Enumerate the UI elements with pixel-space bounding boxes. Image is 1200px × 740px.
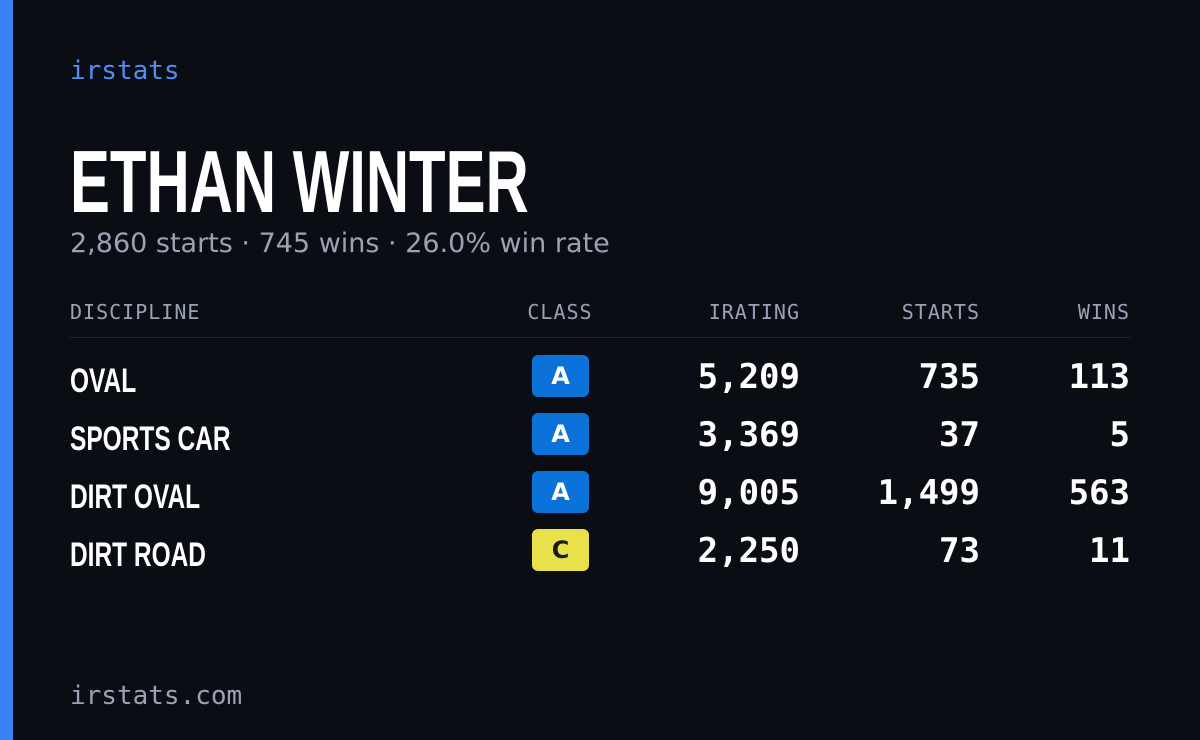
header-rule bbox=[70, 337, 1130, 338]
irating-value: 9,005 bbox=[697, 473, 800, 513]
starts-value: 37 bbox=[939, 415, 980, 455]
brand: irstats bbox=[70, 56, 180, 86]
starts-value: 1,499 bbox=[877, 473, 980, 513]
wins-value: 5 bbox=[1109, 415, 1130, 455]
starts-value: 735 bbox=[918, 357, 980, 397]
column-header: WINS bbox=[1077, 300, 1130, 324]
wins-value: 113 bbox=[1068, 357, 1130, 397]
column-header: IRATING bbox=[708, 300, 800, 324]
class-badge: C bbox=[532, 529, 589, 571]
accent-bar bbox=[0, 0, 13, 740]
discipline: DIRT OVAL bbox=[70, 478, 201, 516]
irating-value: 2,250 bbox=[697, 531, 800, 571]
discipline: DIRT ROAD bbox=[70, 536, 207, 574]
wins-value: 563 bbox=[1068, 473, 1130, 513]
discipline: OVAL bbox=[70, 362, 137, 400]
column-header: DISCIPLINE bbox=[70, 300, 201, 324]
column-header: CLASS bbox=[527, 300, 593, 324]
irating-value: 3,369 bbox=[697, 415, 800, 455]
column-header: STARTS bbox=[901, 300, 980, 324]
footer-url: irstats.com bbox=[70, 681, 243, 711]
class-badge: A bbox=[532, 471, 589, 513]
summary: 2,860 starts · 745 wins · 26.0% win rate bbox=[70, 228, 610, 259]
wins-value: 11 bbox=[1089, 531, 1130, 571]
driver-name: ETHAN WINTER bbox=[70, 132, 529, 231]
class-badge: A bbox=[532, 355, 589, 397]
discipline: SPORTS CAR bbox=[70, 420, 231, 458]
irating-value: 5,209 bbox=[697, 357, 800, 397]
starts-value: 73 bbox=[939, 531, 980, 571]
class-badge: A bbox=[532, 413, 589, 455]
